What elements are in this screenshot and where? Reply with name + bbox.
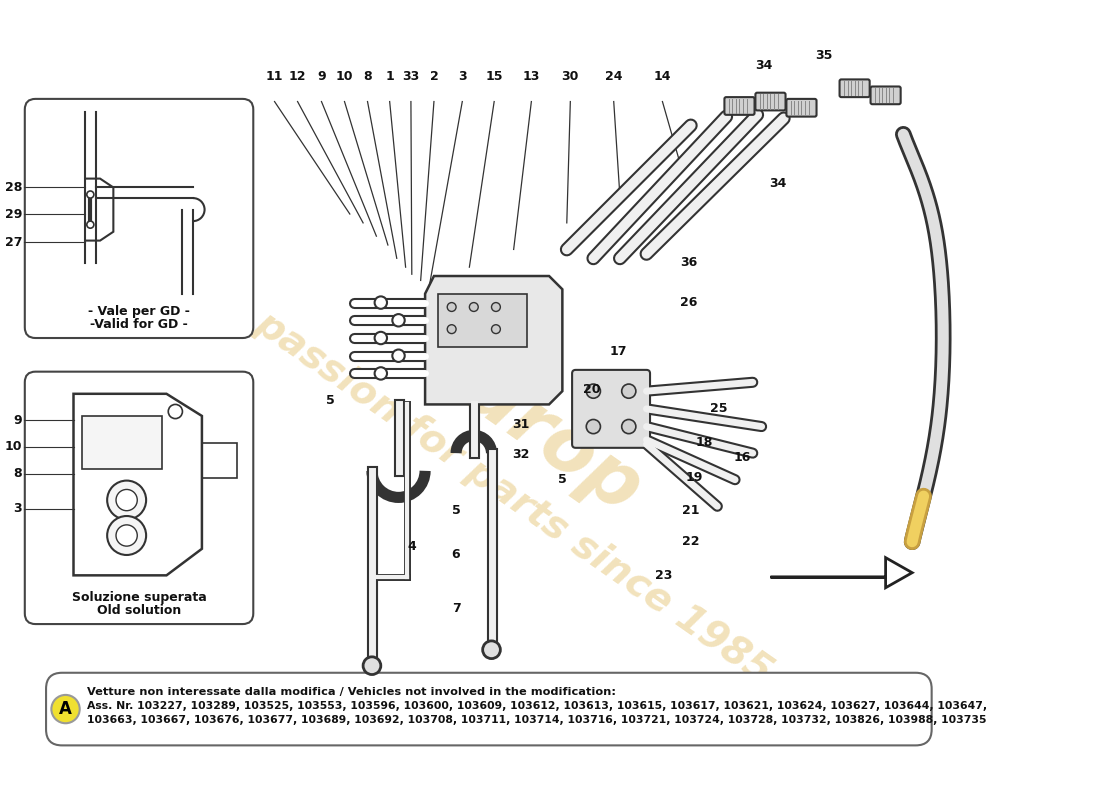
Circle shape xyxy=(87,221,94,228)
Text: 8: 8 xyxy=(13,467,22,480)
Text: A: A xyxy=(59,700,72,718)
Text: 25: 25 xyxy=(711,402,728,415)
Text: 29: 29 xyxy=(4,207,22,221)
Text: 4: 4 xyxy=(407,540,416,553)
Circle shape xyxy=(621,384,636,398)
Text: 18: 18 xyxy=(695,436,713,449)
Circle shape xyxy=(586,384,601,398)
Circle shape xyxy=(492,302,500,311)
FancyBboxPatch shape xyxy=(786,99,816,117)
Text: europ: europ xyxy=(407,324,656,529)
Text: - Vale per GD -: - Vale per GD - xyxy=(88,305,190,318)
Text: 32: 32 xyxy=(512,449,529,462)
FancyBboxPatch shape xyxy=(839,79,870,97)
Text: 20: 20 xyxy=(583,383,601,396)
Text: 23: 23 xyxy=(656,569,673,582)
Bar xyxy=(439,294,527,347)
Text: 34: 34 xyxy=(769,177,786,190)
Text: 10: 10 xyxy=(4,441,22,454)
Text: 1: 1 xyxy=(385,70,394,83)
Circle shape xyxy=(393,350,405,362)
Text: Old solution: Old solution xyxy=(97,604,182,618)
Text: Ass. Nr. 103227, 103289, 103525, 103553, 103596, 103600, 103609, 103612, 103613,: Ass. Nr. 103227, 103289, 103525, 103553,… xyxy=(87,701,987,711)
Text: 34: 34 xyxy=(755,59,772,72)
Text: -Valid for GD -: -Valid for GD - xyxy=(90,318,188,331)
FancyBboxPatch shape xyxy=(25,372,253,624)
Circle shape xyxy=(87,191,94,198)
Circle shape xyxy=(621,419,636,434)
Circle shape xyxy=(375,296,387,309)
Text: 3: 3 xyxy=(458,70,466,83)
Text: 30: 30 xyxy=(562,70,579,83)
Polygon shape xyxy=(770,558,912,588)
Text: 22: 22 xyxy=(682,535,700,548)
Circle shape xyxy=(448,302,456,311)
Text: 28: 28 xyxy=(4,181,22,194)
Text: 36: 36 xyxy=(680,256,697,270)
Text: 5: 5 xyxy=(326,394,334,406)
Circle shape xyxy=(375,367,387,380)
Text: 21: 21 xyxy=(682,504,700,518)
Text: 5: 5 xyxy=(452,504,461,518)
Text: 10: 10 xyxy=(336,70,353,83)
Text: 9: 9 xyxy=(317,70,326,83)
Text: 35: 35 xyxy=(815,49,833,62)
Text: 12: 12 xyxy=(289,70,306,83)
Circle shape xyxy=(375,332,387,344)
Text: 11: 11 xyxy=(266,70,284,83)
Text: 24: 24 xyxy=(605,70,623,83)
FancyBboxPatch shape xyxy=(725,97,755,115)
Circle shape xyxy=(483,641,500,658)
Text: Soluzione superata: Soluzione superata xyxy=(72,591,207,604)
Text: 15: 15 xyxy=(485,70,503,83)
Text: 14: 14 xyxy=(653,70,671,83)
Text: 16: 16 xyxy=(734,451,750,464)
Text: 8: 8 xyxy=(363,70,372,83)
Text: 26: 26 xyxy=(680,296,697,309)
Circle shape xyxy=(586,419,601,434)
FancyBboxPatch shape xyxy=(46,673,932,746)
Circle shape xyxy=(52,695,79,723)
FancyBboxPatch shape xyxy=(25,99,253,338)
Text: 3: 3 xyxy=(13,502,22,515)
Bar xyxy=(82,416,162,469)
Circle shape xyxy=(470,302,478,311)
Text: 9: 9 xyxy=(13,414,22,427)
FancyBboxPatch shape xyxy=(572,370,650,448)
Circle shape xyxy=(448,325,456,334)
Text: 27: 27 xyxy=(4,236,22,249)
Circle shape xyxy=(393,314,405,326)
Circle shape xyxy=(168,405,183,418)
Text: 13: 13 xyxy=(522,70,540,83)
Circle shape xyxy=(492,325,500,334)
Text: 103663, 103667, 103676, 103677, 103689, 103692, 103708, 103711, 103714, 103716, : 103663, 103667, 103676, 103677, 103689, … xyxy=(87,715,987,726)
Text: 7: 7 xyxy=(452,602,461,614)
Text: passion for parts since 1985: passion for parts since 1985 xyxy=(249,304,779,691)
Text: 17: 17 xyxy=(609,345,627,358)
FancyBboxPatch shape xyxy=(870,86,901,104)
Circle shape xyxy=(363,657,381,674)
Text: 6: 6 xyxy=(452,549,460,562)
Text: Vetture non interessate dalla modifica / Vehicles not involved in the modificati: Vetture non interessate dalla modifica /… xyxy=(87,687,616,697)
Polygon shape xyxy=(425,276,562,405)
Text: 5: 5 xyxy=(558,474,566,486)
FancyBboxPatch shape xyxy=(756,93,785,110)
Circle shape xyxy=(116,490,138,510)
Text: 33: 33 xyxy=(403,70,419,83)
Circle shape xyxy=(116,525,138,546)
Text: 31: 31 xyxy=(512,418,529,431)
Circle shape xyxy=(107,481,146,519)
Circle shape xyxy=(107,516,146,555)
Text: 19: 19 xyxy=(685,471,703,485)
Text: 2: 2 xyxy=(430,70,438,83)
